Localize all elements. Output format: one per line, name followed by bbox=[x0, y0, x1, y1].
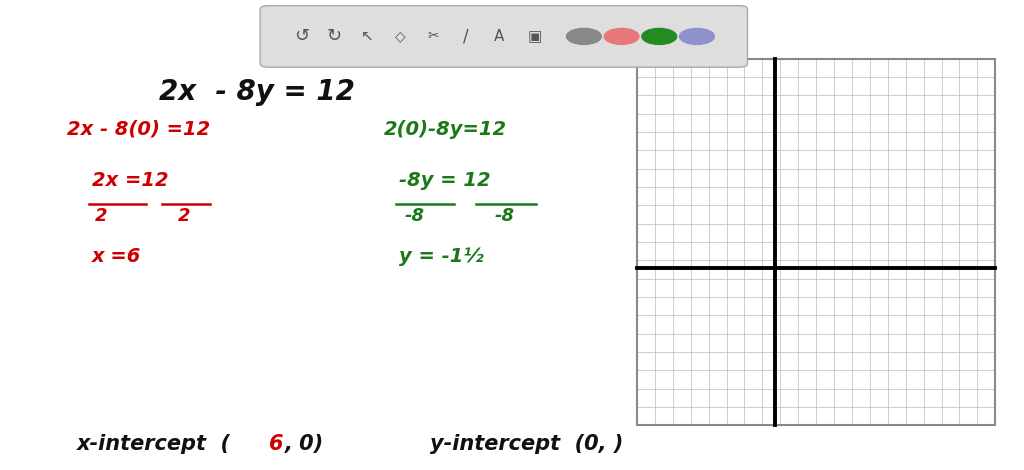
Text: -8: -8 bbox=[404, 207, 425, 225]
Text: 6: 6 bbox=[269, 434, 284, 454]
Text: x-intercept  (: x-intercept ( bbox=[77, 434, 230, 454]
Text: 2x =12: 2x =12 bbox=[92, 172, 169, 190]
Text: 2x - 8(0) =12: 2x - 8(0) =12 bbox=[67, 120, 210, 139]
Text: x =6: x =6 bbox=[92, 247, 141, 266]
Text: 2: 2 bbox=[95, 207, 108, 225]
Circle shape bbox=[680, 28, 715, 45]
Text: -8: -8 bbox=[495, 207, 515, 225]
Text: ◇: ◇ bbox=[395, 30, 406, 43]
Text: , 0): , 0) bbox=[285, 434, 324, 454]
Circle shape bbox=[566, 28, 601, 45]
Text: -8y = 12: -8y = 12 bbox=[399, 172, 490, 190]
Text: ✂: ✂ bbox=[427, 30, 439, 43]
Text: y = -1½: y = -1½ bbox=[399, 247, 484, 266]
Text: 2(0)-8y=12: 2(0)-8y=12 bbox=[384, 120, 507, 139]
Text: ↻: ↻ bbox=[327, 27, 342, 46]
Text: /: / bbox=[463, 27, 469, 46]
Circle shape bbox=[642, 28, 677, 45]
Text: 2: 2 bbox=[178, 207, 190, 225]
FancyBboxPatch shape bbox=[260, 6, 748, 67]
Circle shape bbox=[604, 28, 639, 45]
Text: y-intercept  (0, ): y-intercept (0, ) bbox=[430, 434, 624, 454]
Text: A: A bbox=[494, 29, 504, 44]
Text: 2x  - 8y = 12: 2x - 8y = 12 bbox=[159, 78, 354, 106]
Bar bbox=[637, 59, 995, 425]
Text: ▣: ▣ bbox=[527, 29, 542, 44]
Text: ↺: ↺ bbox=[294, 27, 309, 46]
Text: ↖: ↖ bbox=[360, 29, 374, 44]
